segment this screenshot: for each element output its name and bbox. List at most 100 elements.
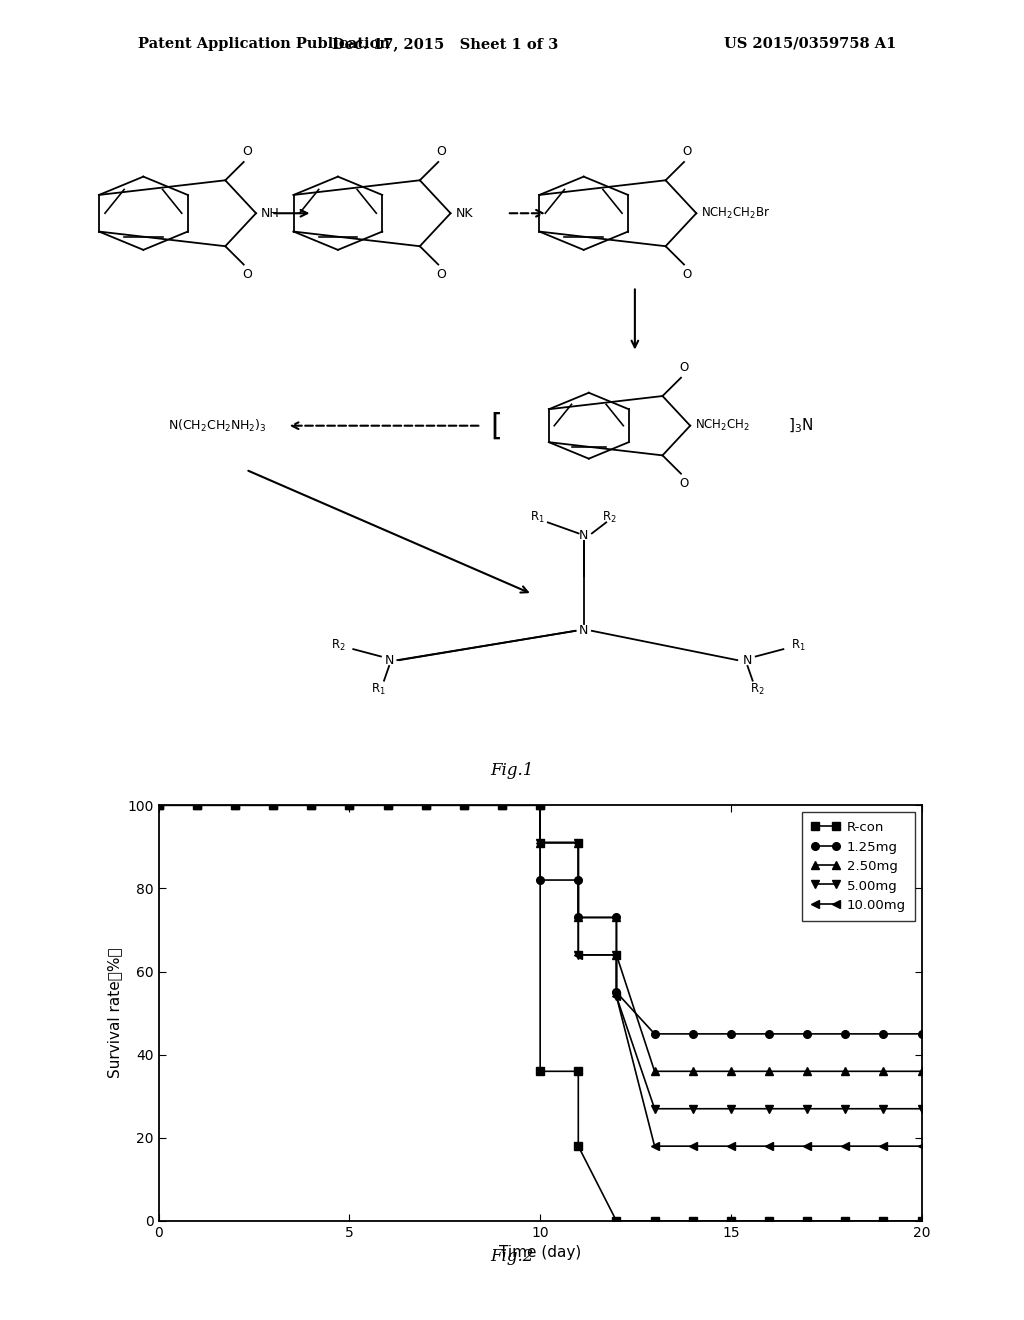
2.50mg — [610, 946, 623, 962]
1.25mg — [915, 1026, 928, 1041]
R-con — [343, 797, 355, 813]
Text: NK: NK — [456, 207, 473, 219]
2.50mg — [610, 909, 623, 925]
Text: O: O — [679, 478, 689, 490]
5.00mg — [190, 797, 203, 813]
1.25mg — [535, 873, 547, 888]
1.25mg — [763, 1026, 775, 1041]
10.00mg — [878, 1138, 890, 1154]
Text: O: O — [679, 362, 689, 374]
1.25mg — [801, 1026, 813, 1041]
R-con — [190, 797, 203, 813]
10.00mg — [267, 797, 280, 813]
2.50mg — [648, 1064, 660, 1080]
2.50mg — [496, 797, 508, 813]
Text: R$_1$: R$_1$ — [792, 638, 806, 653]
10.00mg — [915, 1138, 928, 1154]
Text: Dec. 17, 2015   Sheet 1 of 3: Dec. 17, 2015 Sheet 1 of 3 — [333, 37, 558, 51]
2.50mg — [190, 797, 203, 813]
2.50mg — [267, 797, 280, 813]
Text: N: N — [742, 653, 753, 667]
1.25mg — [610, 909, 623, 925]
2.50mg — [572, 834, 585, 850]
Text: R$_1$: R$_1$ — [530, 510, 545, 525]
1.25mg — [190, 797, 203, 813]
R-con — [420, 797, 432, 813]
2.50mg — [801, 1064, 813, 1080]
5.00mg — [535, 797, 547, 813]
Text: R$_2$: R$_2$ — [331, 638, 345, 653]
5.00mg — [572, 946, 585, 962]
2.50mg — [381, 797, 393, 813]
1.25mg — [496, 797, 508, 813]
10.00mg — [381, 797, 393, 813]
1.25mg — [458, 797, 470, 813]
Text: Fig.2: Fig.2 — [490, 1249, 534, 1265]
10.00mg — [686, 1138, 698, 1154]
R-con — [535, 797, 547, 813]
10.00mg — [343, 797, 355, 813]
R-con — [496, 797, 508, 813]
5.00mg — [610, 946, 623, 962]
2.50mg — [840, 1064, 852, 1080]
Text: Patent Application Publication: Patent Application Publication — [138, 37, 390, 51]
2.50mg — [915, 1064, 928, 1080]
10.00mg — [458, 797, 470, 813]
Text: O: O — [682, 145, 692, 158]
Text: NCH$_2$CH$_2$Br: NCH$_2$CH$_2$Br — [701, 206, 771, 220]
1.25mg — [267, 797, 280, 813]
5.00mg — [878, 1101, 890, 1117]
10.00mg — [572, 834, 585, 850]
5.00mg — [840, 1101, 852, 1117]
2.50mg — [228, 797, 242, 813]
R-con — [305, 797, 317, 813]
10.00mg — [190, 797, 203, 813]
5.00mg — [343, 797, 355, 813]
5.00mg — [610, 989, 623, 1005]
1.25mg — [686, 1026, 698, 1041]
R-con — [840, 1213, 852, 1229]
2.50mg — [535, 834, 547, 850]
2.50mg — [458, 797, 470, 813]
Line: R-con: R-con — [155, 801, 926, 1225]
Text: N: N — [579, 624, 589, 638]
R-con — [686, 1213, 698, 1229]
R-con — [267, 797, 280, 813]
Y-axis label: Survival rate（%）: Survival rate（%） — [106, 948, 122, 1078]
1.25mg — [725, 1026, 737, 1041]
1.25mg — [572, 909, 585, 925]
Text: NH: NH — [261, 207, 280, 219]
2.50mg — [686, 1064, 698, 1080]
5.00mg — [686, 1101, 698, 1117]
R-con — [915, 1213, 928, 1229]
2.50mg — [763, 1064, 775, 1080]
1.25mg — [610, 985, 623, 1001]
2.50mg — [420, 797, 432, 813]
10.00mg — [648, 1138, 660, 1154]
5.00mg — [725, 1101, 737, 1117]
10.00mg — [610, 946, 623, 962]
10.00mg — [763, 1138, 775, 1154]
10.00mg — [801, 1138, 813, 1154]
5.00mg — [535, 834, 547, 850]
5.00mg — [648, 1101, 660, 1117]
5.00mg — [572, 834, 585, 850]
5.00mg — [420, 797, 432, 813]
Line: 5.00mg: 5.00mg — [155, 801, 926, 1113]
2.50mg — [572, 909, 585, 925]
2.50mg — [878, 1064, 890, 1080]
Text: R$_1$: R$_1$ — [372, 682, 386, 697]
R-con — [725, 1213, 737, 1229]
Text: ]$_3$N: ]$_3$N — [788, 417, 814, 434]
Line: 1.25mg: 1.25mg — [155, 801, 926, 1038]
Text: [: [ — [490, 412, 503, 440]
10.00mg — [420, 797, 432, 813]
10.00mg — [228, 797, 242, 813]
R-con — [878, 1213, 890, 1229]
5.00mg — [381, 797, 393, 813]
Text: O: O — [436, 145, 446, 158]
10.00mg — [572, 946, 585, 962]
10.00mg — [725, 1138, 737, 1154]
10.00mg — [535, 797, 547, 813]
5.00mg — [267, 797, 280, 813]
